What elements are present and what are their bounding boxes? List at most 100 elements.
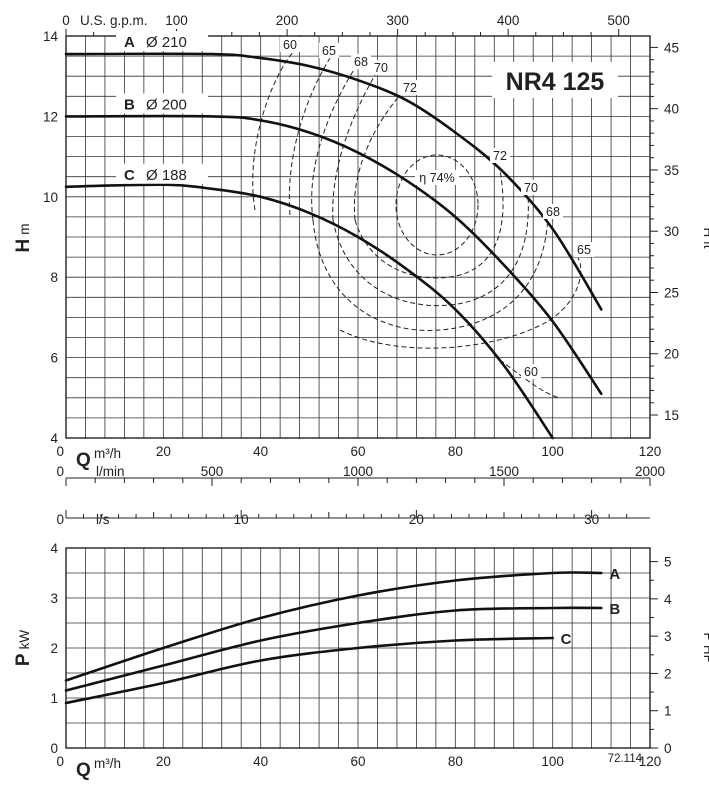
head-x-tick-label: 60 [350, 444, 365, 459]
efficiency-label: 68 [354, 55, 368, 69]
ls-tick-label: 20 [409, 512, 424, 527]
efficiency-contour-70 [332, 74, 529, 307]
gpm-tick-label: 400 [497, 13, 520, 28]
head-x-tick-label: 20 [156, 444, 171, 459]
hp-tick-label: 0 [664, 741, 672, 756]
lmin-tick-label: 1500 [489, 464, 519, 479]
power-x-tick-label: 60 [350, 754, 365, 769]
gpm-tick-label: 500 [607, 13, 630, 28]
power-grid-frame [65, 547, 651, 749]
power-y-tick-label: 2 [50, 641, 58, 656]
efficiency-label: 60 [524, 365, 538, 379]
head-curves [64, 52, 603, 440]
ft-tick-label: 15 [664, 408, 679, 423]
efficiency-label-bg [400, 80, 420, 95]
efficiency-label-bg [351, 54, 371, 69]
efficiency-label: 65 [322, 44, 336, 58]
head-curve-diameter: Ø 210 [146, 34, 187, 51]
ls-tick-label: 0 [56, 512, 64, 527]
efficiency-contour-60 [252, 51, 561, 399]
head-curve-letter: B [124, 96, 135, 113]
power-y-tick-label: 0 [50, 741, 58, 756]
chart-code-label: 72.114 [608, 753, 643, 765]
model-title-bg [492, 62, 618, 98]
power-y-unit: kW [17, 630, 32, 650]
power-y-symbol: P [13, 653, 34, 666]
efficiency-label-bg [574, 242, 594, 257]
head-y-symbol: H [13, 239, 34, 253]
ls-tick-label: 10 [234, 512, 249, 527]
power-y-tick-label: 1 [50, 691, 58, 706]
power-curve-a [64, 571, 603, 682]
power-x-tick-label: 80 [448, 754, 463, 769]
efficiency-label-bg [319, 43, 339, 58]
head-curve-b [64, 114, 603, 396]
head-y-tick-label: 8 [50, 270, 58, 285]
head-curve-letter: C [124, 167, 135, 184]
head-x-symbol: Q [76, 450, 91, 471]
head-y-tick-label: 12 [43, 109, 58, 124]
gpm-axis-label: U.S. g.p.m. [80, 13, 148, 28]
power-curve-letter: B [609, 601, 620, 618]
head-curve-letter: A [124, 34, 135, 51]
ft-tick-label: 30 [664, 224, 679, 239]
lmin-tick-label: 2000 [635, 464, 665, 479]
head-grid-frame [65, 35, 651, 439]
head-y-tick-label: 4 [50, 431, 58, 446]
efficiency-label: 68 [546, 205, 560, 219]
power-x-tick-label: 120 [639, 754, 662, 769]
ft-tick-label: 35 [664, 163, 679, 178]
efficiency-contour-74 [395, 154, 479, 256]
efficiency-label-bg [543, 204, 563, 219]
power-y-axis-label: PkW [13, 630, 34, 666]
power-y-tick-label: 4 [50, 541, 58, 556]
power-y-tick-label: 3 [50, 591, 58, 606]
head-y-tick-label: 14 [43, 29, 59, 44]
efficiency-contour-65 [288, 57, 582, 349]
efficiency-label-bg [521, 364, 541, 379]
efficiency-label-bg [521, 180, 541, 195]
head-curve-a [64, 52, 603, 311]
efficiency-label: η 74% [419, 171, 454, 185]
efficiency-contours [252, 51, 582, 399]
power-curve-letter: C [561, 631, 572, 648]
hp-tick-label: 4 [664, 592, 672, 607]
head-curve-label-bg [116, 31, 208, 52]
hp-tick-label: 3 [664, 629, 672, 644]
head-x-unit: m³/h [94, 446, 121, 461]
ft-tick-label: 40 [664, 102, 679, 117]
ft-tick-label: 20 [664, 347, 679, 362]
ls-axis-label: l/s [96, 512, 110, 527]
efficiency-label: 60 [283, 38, 297, 52]
efficiency-label: 72 [493, 149, 507, 163]
hp-tick-label: 2 [664, 666, 672, 681]
head-x-tick-label: 100 [541, 444, 564, 459]
head-curve-diameter: Ø 188 [146, 167, 187, 184]
head-x-tick-label: 80 [448, 444, 463, 459]
hp-tick-label: 5 [664, 555, 672, 570]
efficiency-label: 65 [577, 243, 591, 257]
ft-tick-label: 25 [664, 285, 679, 300]
power-x-tick-label: 40 [253, 754, 268, 769]
head-curve-diameter: Ø 200 [146, 96, 187, 113]
model-title: NR4 125 [506, 68, 605, 96]
head-x-tick-label: 0 [56, 444, 64, 459]
efficiency-label: 70 [524, 181, 538, 195]
efficiency-contour-68 [311, 67, 549, 331]
efficiency-label: 70 [374, 61, 388, 75]
lmin-tick-label: 1000 [343, 464, 373, 479]
efficiency-label-bg [490, 148, 510, 163]
efficiency-label-bg [371, 60, 391, 75]
head-y-tick-label: 6 [50, 351, 58, 366]
head-curve-c [64, 183, 554, 440]
hp-axis-label: P HP [701, 632, 709, 663]
lmin-tick-label: 500 [201, 464, 224, 479]
head-x-tick-label: 40 [253, 444, 268, 459]
head-x-tick-label: 120 [639, 444, 662, 459]
power-x-tick-label: 20 [156, 754, 171, 769]
ft-axis-label: H ft [701, 227, 709, 248]
head-curve-label-bg [116, 93, 208, 114]
head-y-axis-label: Hm [13, 224, 34, 253]
head-y-tick-label: 10 [43, 190, 58, 205]
